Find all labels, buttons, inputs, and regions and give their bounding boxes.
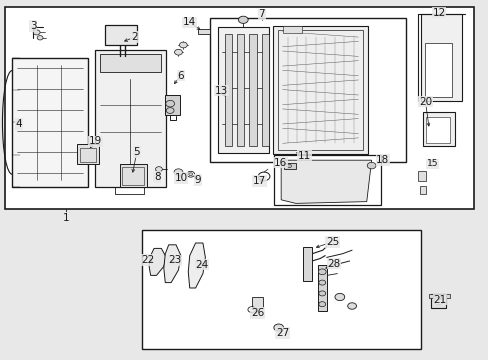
Circle shape [286, 164, 291, 168]
Bar [142, 230, 420, 349]
Text: 26: 26 [250, 308, 264, 318]
Circle shape [334, 293, 344, 301]
Text: 15: 15 [426, 159, 438, 168]
Circle shape [155, 167, 162, 172]
Bar [198, 29, 210, 34]
Text: 18: 18 [375, 155, 389, 165]
Bar [420, 14, 461, 101]
Text: 12: 12 [431, 8, 445, 18]
Bar [237, 34, 244, 146]
Text: 7: 7 [258, 9, 264, 19]
Bar [422, 112, 454, 146]
Text: 2: 2 [131, 32, 138, 42]
Circle shape [273, 324, 283, 331]
Bar [430, 294, 445, 308]
Text: 6: 6 [177, 71, 184, 81]
Bar [165, 95, 180, 115]
Text: 9: 9 [194, 175, 201, 185]
Circle shape [318, 302, 325, 307]
Text: 28: 28 [326, 258, 340, 269]
Bar [120, 164, 146, 187]
Text: 25: 25 [325, 237, 339, 247]
Text: 20: 20 [418, 96, 431, 107]
Text: 17: 17 [252, 176, 265, 186]
Circle shape [318, 269, 325, 275]
Bar [249, 34, 256, 146]
Bar [80, 148, 96, 162]
Bar [210, 18, 405, 162]
Bar [224, 34, 232, 146]
Text: 19: 19 [88, 136, 102, 147]
Bar [251, 297, 262, 308]
Text: 24: 24 [195, 260, 208, 270]
Circle shape [174, 49, 182, 55]
Bar [428, 294, 432, 298]
Text: 10: 10 [174, 173, 187, 183]
Polygon shape [149, 248, 166, 275]
Bar [77, 144, 99, 164]
Bar [282, 26, 302, 33]
Circle shape [366, 162, 375, 169]
Bar [100, 54, 161, 72]
Bar [445, 294, 449, 298]
Bar [426, 117, 449, 143]
Text: 14: 14 [183, 17, 196, 27]
Circle shape [238, 16, 247, 23]
Text: 1: 1 [62, 213, 69, 223]
Polygon shape [281, 160, 371, 203]
Bar [105, 25, 137, 45]
Text: 27: 27 [275, 328, 289, 338]
Text: 3: 3 [30, 21, 37, 31]
Bar [12, 58, 88, 187]
Text: 22: 22 [141, 255, 154, 265]
Polygon shape [163, 245, 181, 283]
Bar [273, 155, 381, 205]
Bar [5, 7, 473, 209]
Bar [217, 27, 268, 153]
Text: 16: 16 [273, 158, 287, 168]
Bar [95, 50, 166, 187]
Polygon shape [188, 243, 205, 288]
Text: 23: 23 [167, 255, 181, 265]
Circle shape [166, 108, 174, 113]
Bar [425, 43, 451, 97]
Circle shape [37, 36, 43, 40]
Bar [317, 265, 326, 311]
Bar [272, 26, 367, 154]
Text: 4: 4 [15, 119, 22, 129]
Text: 21: 21 [432, 294, 446, 305]
Bar [261, 34, 268, 146]
Circle shape [33, 30, 40, 35]
Text: 8: 8 [154, 172, 161, 182]
Bar [283, 163, 295, 169]
Circle shape [347, 303, 356, 309]
Bar [419, 186, 426, 194]
Bar [277, 30, 363, 150]
Circle shape [179, 42, 187, 48]
Text: 11: 11 [297, 151, 310, 161]
Text: 13: 13 [214, 86, 228, 96]
Bar [417, 171, 426, 181]
Circle shape [318, 280, 325, 285]
Circle shape [318, 291, 325, 296]
Bar [303, 247, 311, 281]
Circle shape [174, 169, 183, 175]
Text: 5: 5 [133, 147, 140, 157]
Bar [122, 167, 143, 185]
Circle shape [165, 100, 174, 107]
Circle shape [188, 173, 192, 176]
